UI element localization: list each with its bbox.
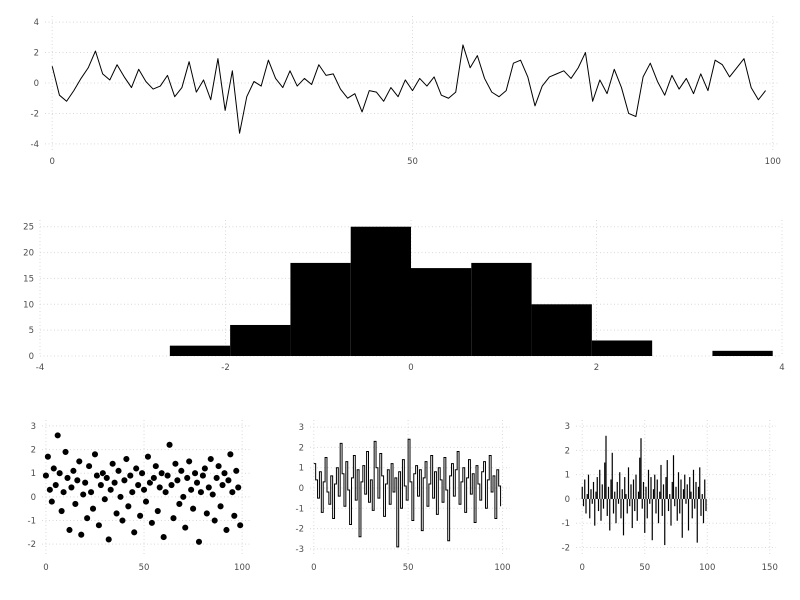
noise-line-series <box>51 44 766 134</box>
tick-label: 50 <box>403 563 414 573</box>
tick-label: 0 <box>299 484 304 494</box>
subplot-scatter: 0 50 100 -2 -1 0 1 2 3 <box>8 404 256 584</box>
tick-label: 100 <box>765 157 781 167</box>
tick-label: 2 <box>594 363 599 373</box>
noise-line-chart: 0 50 100 -4 -2 0 2 4 <box>31 16 781 167</box>
tick-label: 4 <box>779 363 784 373</box>
tick-label: 0 <box>408 363 413 373</box>
tick-label: 50 <box>639 563 650 573</box>
tick-label: 0 <box>29 352 34 362</box>
tick-label: 0 <box>34 79 39 89</box>
tick-label: 15 <box>23 274 34 284</box>
tick-label: 1 <box>31 469 36 479</box>
tick-label: 2 <box>34 49 39 59</box>
tick-label: -2 <box>221 363 229 373</box>
tick-label: 2 <box>299 443 304 453</box>
tick-label: 50 <box>139 563 150 573</box>
histogram-chart: -4 -2 0 2 4 0 5 10 15 20 25 <box>23 220 785 373</box>
step-series <box>313 438 502 548</box>
stem-chart: 0 50 100 150 -2 -1 0 1 2 3 <box>562 420 778 573</box>
tick-label: 100 <box>699 563 715 573</box>
tick-label: 4 <box>34 18 39 28</box>
tick-label: -2 <box>28 540 36 550</box>
tick-label: -2 <box>31 109 39 119</box>
tick-labels: 0 50 100 -3 -2 -1 0 1 2 3 <box>296 423 511 573</box>
tick-label: 0 <box>565 495 570 505</box>
tick-label: 150 <box>762 563 778 573</box>
tick-labels: 0 50 100 150 -2 -1 0 1 2 3 <box>562 422 778 573</box>
tick-labels: 0 50 100 -4 -2 0 2 4 <box>31 18 781 167</box>
tick-label: 3 <box>31 422 36 432</box>
tick-label: 1 <box>565 471 570 481</box>
tick-label: 1 <box>299 464 304 474</box>
tick-label: 10 <box>23 300 34 310</box>
tick-label: 3 <box>299 423 304 433</box>
step-chart: 0 50 100 -3 -2 -1 0 1 2 3 <box>296 420 511 573</box>
tick-label: -2 <box>562 544 570 554</box>
tick-label: 100 <box>234 563 250 573</box>
tick-label: 5 <box>29 326 34 336</box>
tick-label: 3 <box>565 422 570 432</box>
subplot-noise-line: 0 50 100 -4 -2 0 2 4 <box>8 4 792 176</box>
grid-lines <box>45 16 780 150</box>
subplot-stem: 0 50 100 150 -2 -1 0 1 2 3 <box>538 404 782 584</box>
tick-label: -3 <box>296 545 304 555</box>
tick-label: 2 <box>31 446 36 456</box>
tick-label: 2 <box>565 446 570 456</box>
tick-label: -1 <box>28 517 36 527</box>
tick-label: -4 <box>31 140 39 150</box>
tick-label: -4 <box>36 363 44 373</box>
tick-label: -1 <box>562 519 570 529</box>
scatter-series <box>42 431 244 546</box>
stem-series <box>581 435 707 546</box>
tick-label: 0 <box>49 157 54 167</box>
tick-label: 0 <box>580 563 585 573</box>
tick-labels: -4 -2 0 2 4 0 5 10 15 20 25 <box>23 223 785 373</box>
tick-label: 25 <box>23 223 34 233</box>
tick-label: 0 <box>311 563 316 573</box>
subplot-histogram: -4 -2 0 2 4 0 5 10 15 20 25 <box>8 204 792 382</box>
tick-label: -1 <box>296 504 304 514</box>
tick-label: 0 <box>43 563 48 573</box>
tick-label: 0 <box>31 493 36 503</box>
scatter-chart: 0 50 100 -2 -1 0 1 2 3 <box>28 420 251 573</box>
tick-label: 20 <box>23 249 34 259</box>
subplot-step: 0 50 100 -3 -2 -1 0 1 2 3 <box>274 404 516 584</box>
tick-labels: 0 50 100 -2 -1 0 1 2 3 <box>28 422 251 573</box>
tick-label: 50 <box>407 157 418 167</box>
tick-label: 100 <box>494 563 510 573</box>
tick-label: -2 <box>296 525 304 535</box>
histogram-series <box>169 226 773 356</box>
